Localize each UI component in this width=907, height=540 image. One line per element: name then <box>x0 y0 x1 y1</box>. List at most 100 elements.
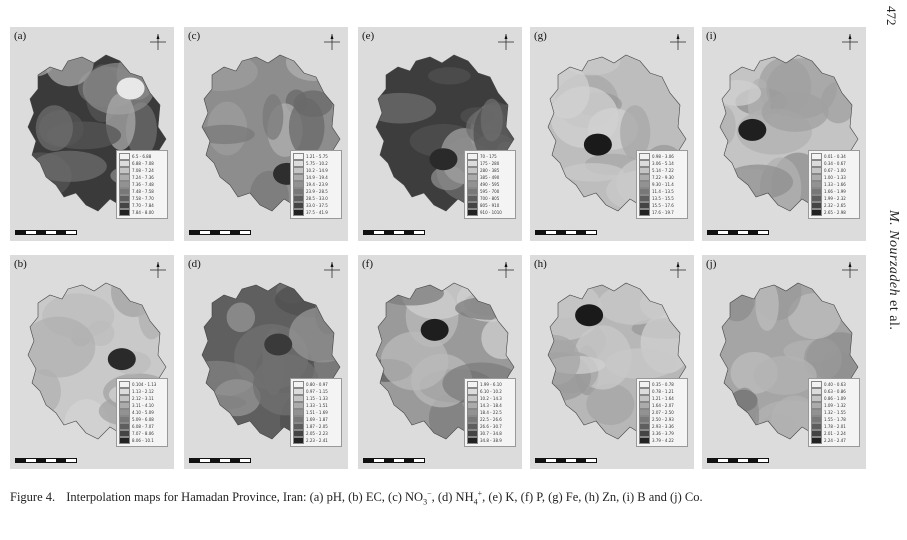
legend-entry: 7.08 - 7.24 <box>119 166 165 174</box>
legend-entry: 5.75 - 10.2 <box>293 159 339 167</box>
legend-entry: 19.4 - 23.9 <box>293 180 339 188</box>
legend-swatch <box>293 187 304 195</box>
legend-swatch <box>811 208 822 216</box>
legend-entry: 10.2 - 14.9 <box>293 166 339 174</box>
legend-swatch <box>467 187 478 195</box>
legend-label: 6.5 - 6.88 <box>132 153 152 159</box>
legend-entry: 1.51 - 1.69 <box>293 408 339 416</box>
legend-entry: 1.32 - 1.55 <box>811 408 857 416</box>
legend-label: 23.9 - 28.5 <box>306 188 328 194</box>
legend-entry: 7.36 - 7.48 <box>119 180 165 188</box>
legend-swatch <box>811 180 822 188</box>
legend-entry: 1.99 - 6.10 <box>467 380 513 388</box>
legend-label: 0.63 - 0.86 <box>824 388 846 394</box>
legend-label: 1.09 - 1.32 <box>824 402 846 408</box>
legend-entry: 7.24 - 7.36 <box>119 173 165 181</box>
legend-entry: 1.33 - 1.66 <box>811 180 857 188</box>
legend-label: 9.30 - 11.4 <box>652 181 674 187</box>
legend-swatch <box>639 401 650 409</box>
map-panel-j: (j) 0.40 - 0.63 0.63 - 0.86 0.86 - 1.09 1.09… <box>702 255 866 469</box>
caption-figure-number: Figure 4. <box>10 490 56 505</box>
map-legend: 0.80 - 0.97 0.97 - 1.15 1.15 - 1.33 1.33 - … <box>290 378 342 447</box>
legend-label: 1.51 - 1.69 <box>306 409 328 415</box>
panel-label: (b) <box>14 258 27 270</box>
legend-swatch <box>811 436 822 444</box>
map-panel-e: (e) 70 - 175 175 - 280 280 - 385 385 - 490 49… <box>358 27 522 241</box>
legend-label: 1.64 - 2.07 <box>652 402 674 408</box>
legend-entry: 13.5 - 15.5 <box>639 194 685 202</box>
legend-swatch <box>293 166 304 174</box>
legend-label: 0.86 - 1.09 <box>824 395 846 401</box>
map-extreme-zone <box>429 148 458 171</box>
legend-swatch <box>811 152 822 160</box>
legend-entry: 30.7 - 34.8 <box>467 429 513 437</box>
legend-swatch <box>639 187 650 195</box>
legend-swatch <box>119 194 130 202</box>
legend-swatch <box>639 201 650 209</box>
legend-swatch <box>293 194 304 202</box>
map-zone <box>548 334 581 386</box>
map-zone <box>427 67 471 85</box>
legend-entry: 11.4 - 13.5 <box>639 187 685 195</box>
legend-label: 6.10 - 10.2 <box>480 388 502 394</box>
legend-swatch <box>811 159 822 167</box>
legend-label: 2.12 - 3.11 <box>132 395 154 401</box>
legend-label: 33.0 - 37.5 <box>306 202 328 208</box>
running-head-author: M. Nourzadeh <box>886 210 901 297</box>
caption-text-suffix: , (e) K, (f) P, (g) Fe, (h) Zn, (i) B an… <box>482 490 703 505</box>
legend-entry: 6.10 - 10.2 <box>467 387 513 395</box>
running-head-suffix: et al. <box>886 300 901 331</box>
legend-entry: 0.78 - 1.21 <box>639 387 685 395</box>
legend-entry: 1.13 - 2.12 <box>119 387 165 395</box>
legend-swatch <box>119 422 130 430</box>
legend-label: 1.33 - 1.51 <box>306 402 328 408</box>
legend-entry: 0.80 - 0.97 <box>293 380 339 388</box>
scale-bar <box>189 458 251 463</box>
scale-bar <box>363 458 425 463</box>
map-legend: 0.35 - 0.78 0.78 - 1.21 1.21 - 1.64 1.64 - … <box>636 378 688 447</box>
legend-entry: 3.36 - 3.79 <box>639 429 685 437</box>
legend-entry: 1.69 - 1.87 <box>293 415 339 423</box>
legend-swatch <box>811 422 822 430</box>
caption-nh4-subscript: 4 <box>473 497 478 507</box>
legend-label: 7.22 - 9.30 <box>652 174 674 180</box>
legend-swatch <box>119 380 130 388</box>
legend-swatch <box>467 166 478 174</box>
legend-entry: 4.10 - 5.09 <box>119 408 165 416</box>
legend-swatch <box>639 380 650 388</box>
legend-label: 3.36 - 3.79 <box>652 430 674 436</box>
legend-label: 14.9 - 19.4 <box>306 174 328 180</box>
legend-entry: 2.93 - 3.36 <box>639 422 685 430</box>
legend-swatch <box>293 380 304 388</box>
legend-entry: 0.104 - 1.13 <box>119 380 165 388</box>
scale-bar <box>15 230 77 235</box>
map-zone <box>753 355 817 396</box>
legend-entry: 18.4 - 22.5 <box>467 408 513 416</box>
map-zone <box>480 98 503 142</box>
page-number: 472 <box>884 6 899 26</box>
legend-entry: 5.14 - 7.22 <box>639 166 685 174</box>
legend-label: 0.34 - 0.67 <box>824 160 846 166</box>
legend-swatch <box>639 422 650 430</box>
legend-label: 700 - 805 <box>480 195 500 201</box>
legend-swatch <box>293 401 304 409</box>
interpolation-map-a <box>27 54 167 212</box>
legend-label: 1.32 - 1.55 <box>824 409 846 415</box>
scale-bar <box>363 230 425 235</box>
map-zone <box>35 105 74 152</box>
north-arrow-icon <box>670 34 686 50</box>
legend-entry: 14.9 - 19.4 <box>293 173 339 181</box>
legend-label: 18.4 - 22.5 <box>480 409 502 415</box>
legend-label: 0.40 - 0.63 <box>824 381 846 387</box>
legend-entry: 1.87 - 2.05 <box>293 422 339 430</box>
legend-label: 0.97 - 1.15 <box>306 388 328 394</box>
legend-entry: 1.33 - 1.51 <box>293 401 339 409</box>
legend-swatch <box>467 152 478 160</box>
legend-entry: 175 - 280 <box>467 159 513 167</box>
map-zone <box>44 55 94 87</box>
legend-swatch <box>467 401 478 409</box>
legend-swatch <box>293 152 304 160</box>
legend-swatch <box>811 187 822 195</box>
legend-label: 2.07 - 2.50 <box>652 409 674 415</box>
legend-entry: 1.21 - 5.75 <box>293 152 339 160</box>
